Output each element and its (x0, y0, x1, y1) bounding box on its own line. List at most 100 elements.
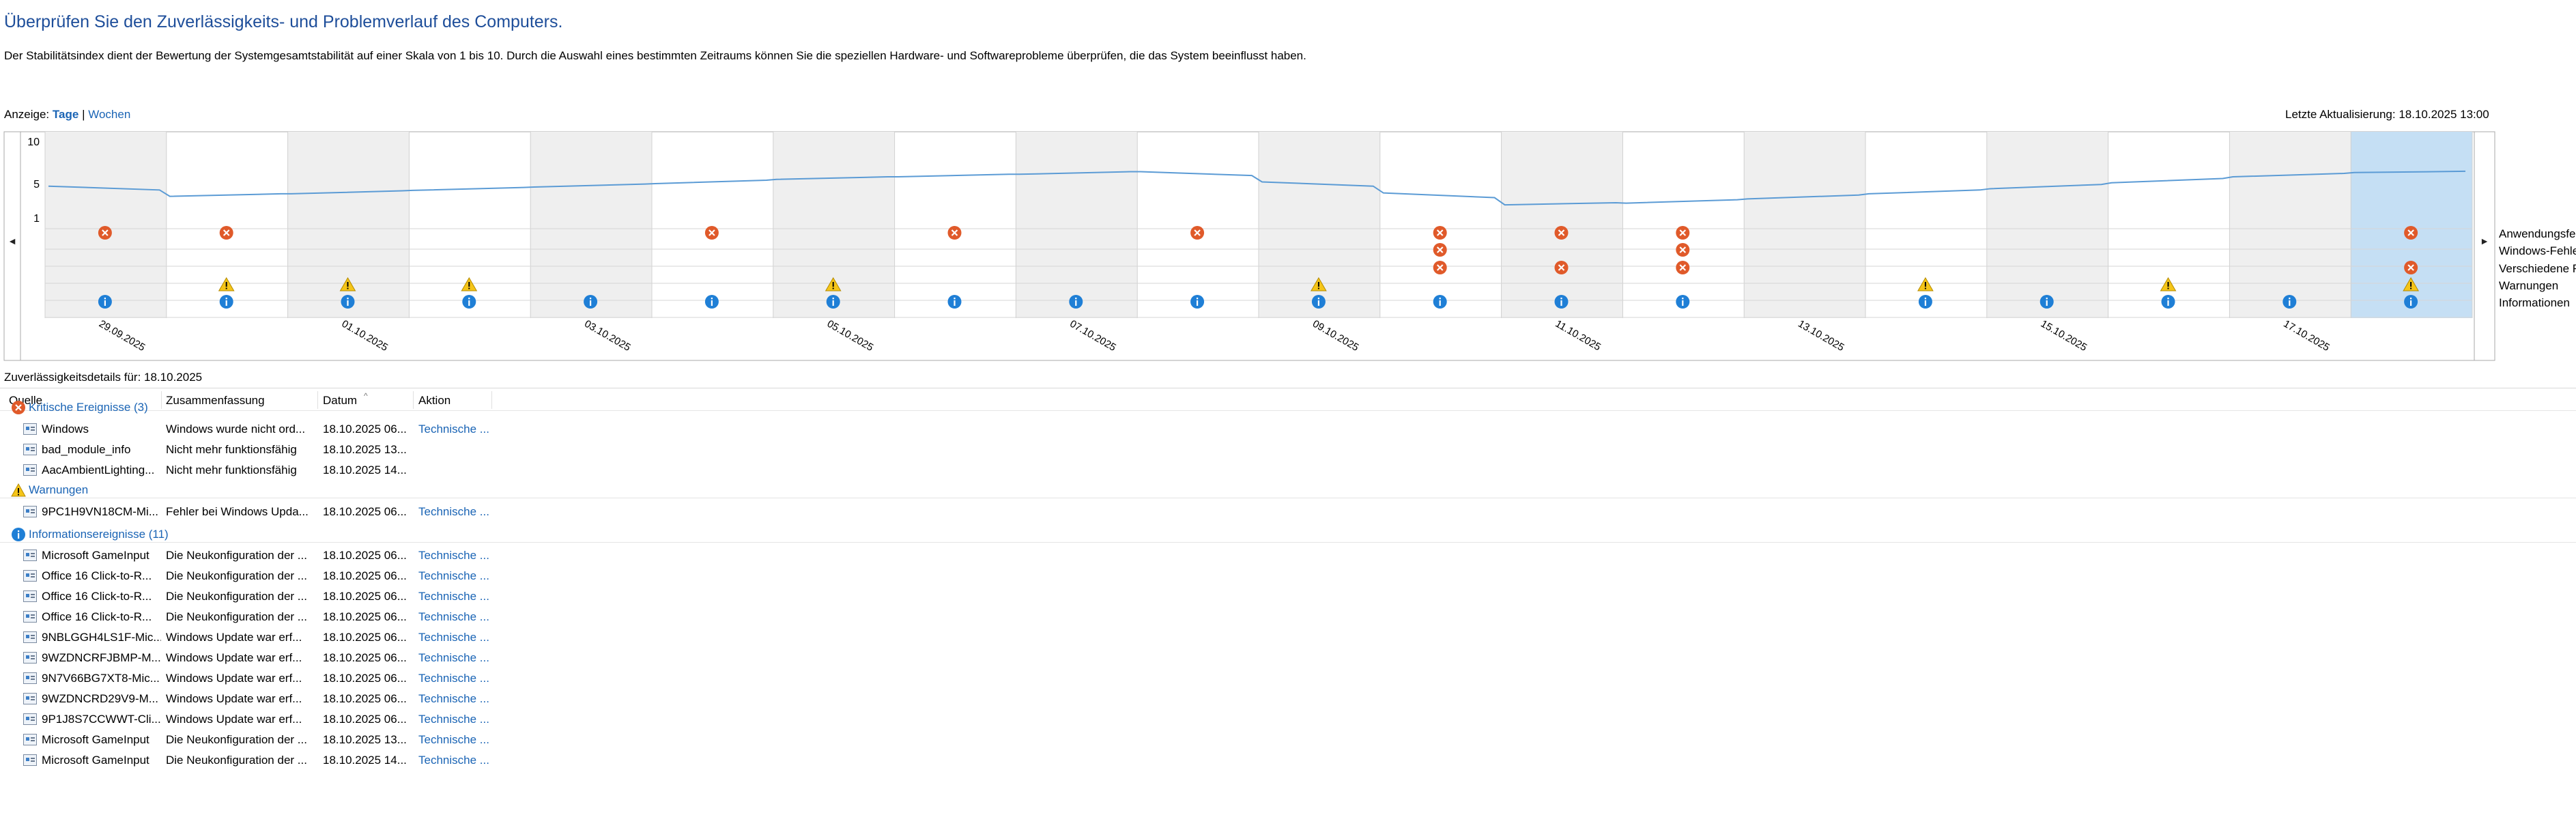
column-header-date[interactable]: Datum (323, 394, 358, 407)
day-column-11.10.2025[interactable] (1501, 132, 1623, 318)
technical-details-link[interactable]: Technische ... (418, 754, 489, 767)
technical-details-link[interactable]: Technische ... (418, 672, 489, 685)
info-icon[interactable] (1069, 295, 1083, 309)
error-icon[interactable] (1433, 261, 1447, 274)
technical-details-link[interactable]: Technische ... (418, 569, 489, 582)
info-icon[interactable] (2040, 295, 2054, 309)
day-column-15.10.2025[interactable] (1986, 132, 2108, 318)
view-days-link[interactable]: Tage (52, 108, 79, 121)
reliability-chart[interactable]: ◄ ► 10 5 1 Anwendungsfehler Windows-Fehler Vers… (0, 130, 2576, 365)
warning-icon[interactable] (1311, 277, 1327, 291)
document-icon (23, 734, 37, 745)
info-icon[interactable] (1554, 295, 1569, 309)
info-icon[interactable] (584, 295, 598, 309)
info-icon[interactable] (947, 295, 962, 309)
group-header-warning[interactable]: Warnungen (11, 483, 88, 498)
table-row[interactable]: 9WZDNCRFJBMP-M... Windows Update war erf.… (0, 648, 2576, 668)
day-column-13.10.2025[interactable] (1744, 132, 1865, 318)
technical-details-link[interactable]: Technische ... (418, 505, 489, 518)
table-row[interactable]: Microsoft GameInput Die Neukonfiguration … (0, 545, 2576, 566)
technical-details-link[interactable]: Technische ... (418, 713, 489, 726)
group-header-info[interactable]: Informationsereignisse (11) (11, 527, 169, 542)
column-separator[interactable] (491, 391, 492, 409)
info-icon[interactable] (219, 295, 233, 309)
error-icon[interactable] (1676, 261, 1690, 274)
error-icon[interactable] (98, 226, 112, 240)
warning-icon[interactable] (2160, 277, 2177, 291)
scroll-left-button[interactable]: ◄ (8, 236, 17, 246)
error-icon[interactable] (1190, 226, 1205, 240)
error-icon[interactable] (1554, 226, 1569, 240)
technical-details-link[interactable]: Technische ... (418, 549, 489, 562)
technical-details-link[interactable]: Technische ... (418, 733, 489, 746)
table-row[interactable]: Office 16 Click-to-R... Die Neukonfigurat… (0, 607, 2576, 627)
table-row[interactable]: 9N7V66BG7XT8-Mic... Windows Update war er… (0, 668, 2576, 689)
table-row[interactable]: 9WZDNCRD29V9-M... Windows Update war erf.… (0, 689, 2576, 709)
cell-summary: Windows Update war erf... (166, 672, 302, 685)
error-icon[interactable] (1676, 243, 1690, 257)
warning-icon[interactable] (461, 277, 478, 291)
table-row[interactable]: Windows Windows wurde nicht ord... 18.10.2… (0, 419, 2576, 440)
table-row[interactable]: 9P1J8S7CCWWT-Cli... Windows Update war er… (0, 709, 2576, 730)
info-icon[interactable] (98, 295, 112, 309)
table-row[interactable]: AacAmbientLighting... Nicht mehr funktion… (0, 460, 2576, 481)
table-row[interactable]: Microsoft GameInput Die Neukonfiguration … (0, 750, 2576, 771)
info-icon[interactable] (1433, 295, 1447, 309)
group-header-error[interactable]: Kritische Ereignisse (3) (11, 400, 148, 415)
info-icon[interactable] (1190, 295, 1205, 309)
table-row[interactable]: 9PC1H9VN18CM-Mi... Fehler bei Windows Upd… (0, 502, 2576, 522)
error-icon[interactable] (2404, 261, 2418, 274)
info-icon[interactable] (1311, 295, 1326, 309)
technical-details-link[interactable]: Technische ... (418, 423, 489, 436)
warning-icon[interactable] (339, 277, 356, 291)
warning-icon[interactable] (218, 277, 235, 291)
technical-details-link[interactable]: Technische ... (418, 590, 489, 603)
warning-icon[interactable] (1917, 277, 1934, 291)
warning-icon[interactable] (2403, 277, 2419, 291)
view-weeks-link[interactable]: Wochen (88, 108, 131, 121)
warning-icon[interactable] (825, 277, 842, 291)
error-icon[interactable] (947, 226, 962, 240)
info-icon[interactable] (826, 295, 840, 309)
document-icon (23, 550, 37, 561)
info-icon[interactable] (2282, 295, 2297, 309)
technical-details-link[interactable]: Technische ... (418, 692, 489, 705)
column-separator[interactable] (317, 391, 318, 409)
info-icon[interactable] (1676, 295, 1690, 309)
day-column-17.10.2025[interactable] (2229, 132, 2351, 318)
column-separator[interactable] (161, 391, 162, 409)
table-row[interactable]: bad_module_info Nicht mehr funktionsfähig… (0, 440, 2576, 460)
column-header-summary[interactable]: Zusammenfassung (166, 394, 265, 407)
scroll-right-button[interactable]: ► (2480, 236, 2489, 246)
info-icon[interactable] (2161, 295, 2175, 309)
info-icon[interactable] (1918, 295, 1932, 309)
error-icon[interactable] (704, 226, 719, 240)
table-row[interactable]: 9NBLGGH4LS1F-Mic... Windows Update war er… (0, 627, 2576, 648)
day-column-03.10.2025[interactable] (530, 132, 652, 318)
info-icon[interactable] (462, 295, 476, 309)
error-icon[interactable] (1433, 243, 1447, 257)
error-icon[interactable] (2404, 226, 2418, 240)
document-icon (23, 423, 37, 435)
table-row[interactable]: Office 16 Click-to-R... Die Neukonfigurat… (0, 566, 2576, 586)
table-row[interactable]: Office 16 Click-to-R... Die Neukonfigurat… (0, 586, 2576, 607)
info-icon[interactable] (2404, 295, 2418, 309)
technical-details-link[interactable]: Technische ... (418, 610, 489, 623)
day-column-29.09.2025[interactable] (45, 132, 167, 318)
error-icon[interactable] (1433, 226, 1447, 240)
technical-details-link[interactable]: Technische ... (418, 631, 489, 644)
column-separator[interactable] (413, 391, 414, 409)
info-icon[interactable] (341, 295, 355, 309)
cell-summary: Windows Update war erf... (166, 631, 302, 644)
info-icon[interactable] (704, 295, 719, 309)
error-icon[interactable] (1676, 226, 1690, 240)
technical-details-link[interactable]: Technische ... (418, 651, 489, 664)
column-header-action[interactable]: Aktion (418, 394, 451, 407)
error-icon[interactable] (219, 226, 233, 240)
cell-summary: Windows Update war erf... (166, 651, 302, 664)
error-icon[interactable] (1554, 261, 1569, 274)
table-row[interactable]: Microsoft GameInput Die Neukonfiguration … (0, 730, 2576, 750)
document-icon (23, 672, 37, 684)
day-column-07.10.2025[interactable] (1016, 132, 1138, 318)
page-title: Überprüfen Sie den Zuverlässigkeits- und… (4, 12, 563, 31)
